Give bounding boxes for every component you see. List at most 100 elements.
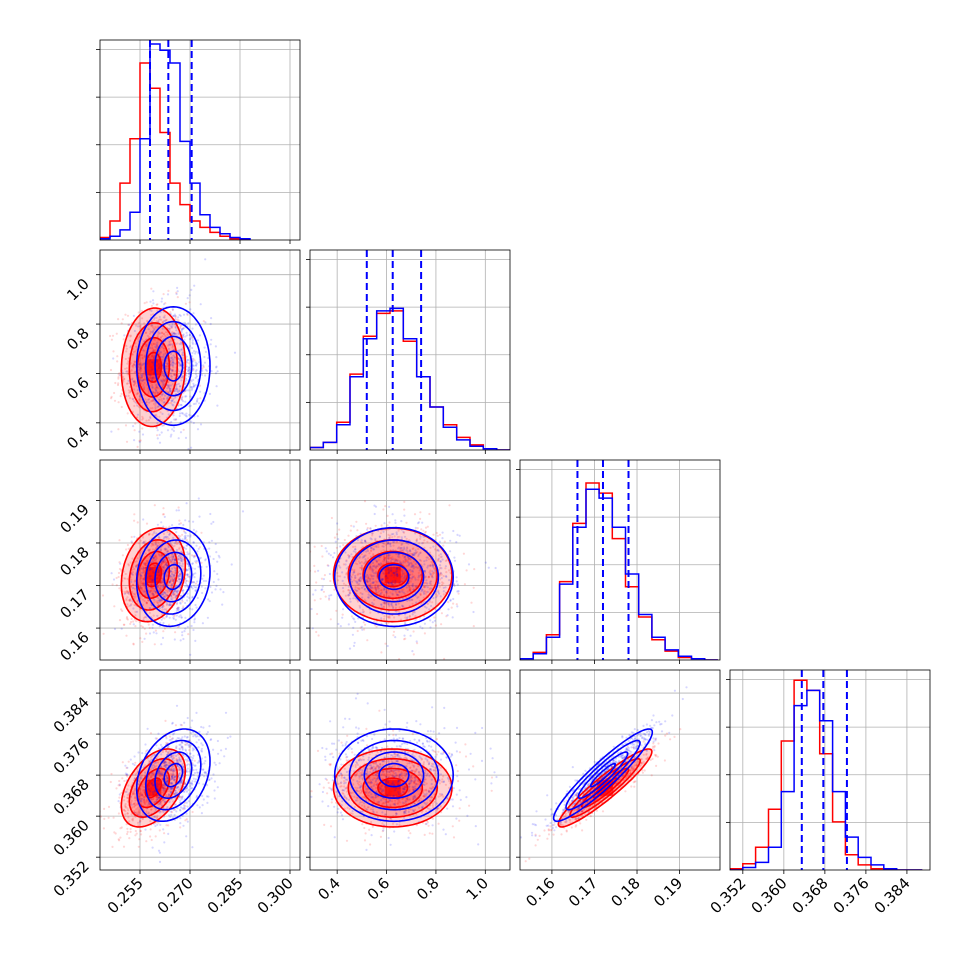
sample-point <box>360 625 363 628</box>
sample-point <box>440 573 443 576</box>
sample-point <box>205 369 209 372</box>
sample-point <box>151 533 154 536</box>
sample-point <box>154 388 158 391</box>
sample-point <box>369 565 372 569</box>
sample-point <box>149 756 152 759</box>
sample-point <box>164 561 167 564</box>
sample-point <box>141 427 144 430</box>
sample-point <box>164 319 168 322</box>
sample-point <box>187 370 190 373</box>
sample-point <box>165 741 168 744</box>
sample-point <box>163 786 166 789</box>
sample-point <box>143 370 146 373</box>
sample-point <box>151 299 155 302</box>
sample-point <box>351 633 354 636</box>
sample-point <box>154 564 157 568</box>
sample-point <box>150 324 153 327</box>
sample-point <box>139 367 142 370</box>
sample-point <box>418 542 421 545</box>
sample-point <box>149 416 152 420</box>
sample-point <box>402 588 405 591</box>
sample-point <box>132 366 135 369</box>
sample-point <box>180 396 184 399</box>
sample-point <box>178 385 181 388</box>
sample-point <box>155 413 158 416</box>
sample-point <box>156 601 159 604</box>
sample-point <box>119 827 122 830</box>
sample-point <box>123 377 126 380</box>
sample-point <box>360 566 363 569</box>
sample-point <box>192 364 195 367</box>
sample-point <box>174 326 177 329</box>
sample-point <box>193 350 196 353</box>
sample-point <box>370 567 374 570</box>
sample-point <box>157 821 160 824</box>
sample-point <box>430 580 433 583</box>
sample-point <box>179 557 182 560</box>
sample-point <box>145 840 148 843</box>
sample-point <box>147 811 150 814</box>
sample-point <box>143 584 146 587</box>
sample-point <box>190 385 193 389</box>
sample-point <box>151 377 154 380</box>
sample-point <box>155 547 158 550</box>
sample-point <box>403 514 406 517</box>
sample-point <box>153 787 156 790</box>
sample-point <box>144 563 147 566</box>
sample-point <box>382 588 385 591</box>
sample-point <box>163 787 166 790</box>
sample-point <box>134 382 137 385</box>
sample-point <box>174 362 177 365</box>
sample-point <box>408 539 411 542</box>
sample-point <box>194 352 197 355</box>
sample-point <box>424 531 427 534</box>
sample-point <box>124 813 127 816</box>
sample-point <box>424 575 427 578</box>
sample-point <box>178 519 181 522</box>
sample-point <box>143 386 146 389</box>
sample-point <box>135 345 138 348</box>
sample-point <box>418 569 421 572</box>
sample-point <box>388 505 391 508</box>
sample-point <box>354 620 357 624</box>
sample-point <box>386 514 389 518</box>
sample-point <box>132 792 135 796</box>
sample-point <box>124 591 127 595</box>
sample-point <box>348 592 351 595</box>
sample-point <box>188 580 191 583</box>
sample-point <box>452 529 455 533</box>
sample-point <box>387 603 390 606</box>
sample-point <box>386 581 389 584</box>
sample-point <box>171 544 174 547</box>
sample-point <box>162 347 165 350</box>
sample-point <box>134 350 137 353</box>
sample-point <box>373 620 376 623</box>
sample-point <box>151 626 154 630</box>
sample-point <box>356 600 360 603</box>
sample-point <box>386 555 389 558</box>
sample-point <box>392 574 395 577</box>
sample-point <box>142 795 145 798</box>
sample-point <box>183 546 186 549</box>
sample-point <box>186 573 189 577</box>
sample-point <box>388 570 391 573</box>
sample-point <box>156 814 159 818</box>
sample-point <box>415 539 418 543</box>
sample-point <box>135 565 138 569</box>
sample-point <box>354 574 357 578</box>
sample-point <box>154 325 157 328</box>
sample-point <box>126 370 129 373</box>
sample-point <box>392 532 395 536</box>
sample-point <box>358 578 361 581</box>
sample-point <box>380 651 383 654</box>
sample-point <box>172 580 176 583</box>
sample-point <box>399 574 402 577</box>
sample-point <box>192 382 195 385</box>
sample-point <box>187 366 190 369</box>
sample-point <box>117 812 120 815</box>
sample-point <box>148 568 151 571</box>
sample-point <box>150 355 153 358</box>
sample-point <box>161 608 164 611</box>
sample-point <box>142 581 145 585</box>
sample-point <box>103 807 106 811</box>
